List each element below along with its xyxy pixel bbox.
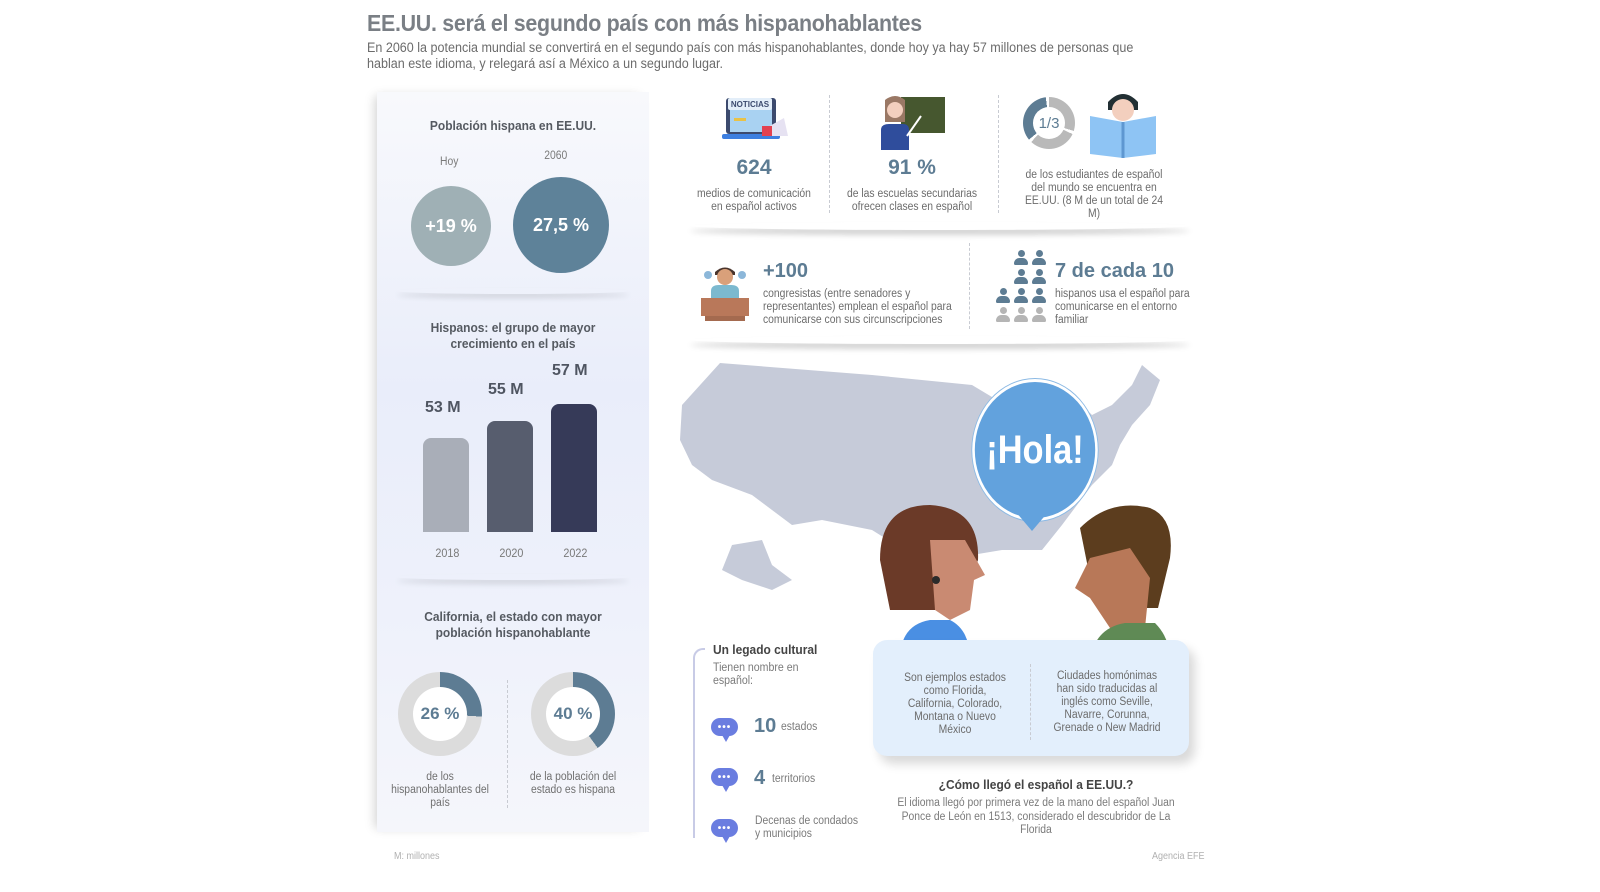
stat-caption: medios de comunicación en español activo… xyxy=(697,188,811,213)
legacy-label: Decenas de condados y municipios xyxy=(755,815,859,840)
fraction-label: 1/3 xyxy=(1033,107,1065,139)
section-shadow xyxy=(690,336,1190,344)
podium-speaker-icon xyxy=(699,263,751,321)
bar-2020 xyxy=(487,421,533,532)
divider xyxy=(397,288,629,294)
stat-caption: de las escuelas secundarias ofrecen clas… xyxy=(846,188,978,213)
woman-illustration-icon xyxy=(880,505,985,660)
future-circle: 27,5 % xyxy=(513,177,609,273)
bar-year: 2018 xyxy=(435,546,460,560)
stat-value: 91 % xyxy=(888,156,936,179)
growth-title: Hispanos: el grupo de mayor crecimiento … xyxy=(388,320,638,352)
donut-value: 40 % xyxy=(546,687,600,741)
news-laptop-icon: NOTICIAS xyxy=(722,96,788,139)
hola-speech-bubble: ¡Hola! xyxy=(974,382,1096,518)
donut-caption: de los hispanohablantes del país xyxy=(391,771,489,809)
legacy-subtitle: Tienen nombre en español: xyxy=(713,662,799,687)
svg-text:NOTICIAS: NOTICIAS xyxy=(731,100,770,109)
stat-caption: congresistas (entre senadores y represen… xyxy=(763,288,952,326)
stat-value: 7 de cada 10 xyxy=(1055,260,1174,282)
dashed-divider xyxy=(998,95,999,213)
student-reading-icon xyxy=(1090,88,1156,158)
stat-value: 624 xyxy=(736,156,772,179)
bar-year: 2020 xyxy=(499,546,524,560)
bar-2018 xyxy=(423,438,469,532)
bar-label: 57 M xyxy=(552,362,588,379)
states-examples-text: Son ejemplos estados como Florida, Calif… xyxy=(904,672,1006,736)
page-subtitle: En 2060 la potencia mundial se convertir… xyxy=(367,40,1134,71)
growth-title-line2: crecimiento en el país xyxy=(450,336,576,351)
one-third-donut-icon: 1/3 xyxy=(1023,97,1075,149)
stat-caption: de los estudiantes de español del mundo … xyxy=(1024,169,1164,220)
dashed-divider xyxy=(1030,664,1031,740)
population-title: Población hispana en EE.UU. xyxy=(429,118,597,133)
legacy-label: territorios xyxy=(772,773,816,785)
stat-value: +100 xyxy=(763,260,809,282)
bar-label: 53 M xyxy=(425,399,461,416)
origin-body: El idioma llegó por primera vez de la ma… xyxy=(897,797,1175,836)
dashed-divider xyxy=(969,243,970,329)
chat-bubble-icon: ••• xyxy=(711,819,738,843)
california-title-line2: población hispanohablante xyxy=(435,625,591,640)
growth-title-line1: Hispanos: el grupo de mayor xyxy=(430,320,596,335)
legacy-title: Un legado cultural xyxy=(713,642,818,657)
speech-tail xyxy=(1010,505,1054,531)
today-label: Hoy xyxy=(440,156,459,168)
people-grid-icon xyxy=(996,250,1048,323)
donut-caption: de la población del estado es hispana xyxy=(529,771,617,796)
donut-state: 40 % xyxy=(531,672,615,756)
section-shadow xyxy=(690,222,1190,230)
donut-value: 26 % xyxy=(413,687,467,741)
legacy-number: 4 xyxy=(754,767,766,789)
california-title: California, el estado con mayor població… xyxy=(388,609,638,641)
hola-text: ¡Hola! xyxy=(986,427,1084,472)
legacy-label: estados xyxy=(781,721,818,733)
donut-country: 26 % xyxy=(398,672,482,756)
left-panel: Población hispana en EE.UU. Hoy 2060 +19… xyxy=(377,92,649,832)
source-credit: Agencia EFE xyxy=(1152,851,1205,862)
bar-chart: 53 M 55 M 57 M 2018 2020 2022 xyxy=(377,362,649,562)
today-value: +19 % xyxy=(425,215,477,236)
today-circle: +19 % xyxy=(411,186,491,266)
legacy-bracket xyxy=(693,648,705,838)
bar-label: 55 M xyxy=(488,381,524,398)
future-label: 2060 xyxy=(544,150,568,162)
dashed-divider xyxy=(507,680,508,808)
divider xyxy=(397,574,629,580)
future-value: 27,5 % xyxy=(532,214,590,235)
legacy-number: 10 xyxy=(754,715,777,737)
chat-bubble-icon: ••• xyxy=(711,718,738,742)
footnote: M: millones xyxy=(394,851,440,862)
bar-year: 2022 xyxy=(563,546,588,560)
origin-title: ¿Cómo llegó el español a EE.UU.? xyxy=(938,777,1134,792)
chat-bubble-icon: ••• xyxy=(711,768,738,792)
dashed-divider xyxy=(829,95,830,213)
teacher-icon xyxy=(879,94,947,150)
examples-card: Son ejemplos estados como Florida, Calif… xyxy=(873,640,1189,756)
stat-caption: hispanos usa el español para comunicarse… xyxy=(1055,288,1190,326)
bar-2022 xyxy=(551,404,597,532)
page-title: EE.UU. será el segundo país con más hisp… xyxy=(367,10,922,36)
cities-examples-text: Ciudades homónimas han sido traducidas a… xyxy=(1053,670,1161,734)
california-title-line1: California, el estado con mayor xyxy=(424,609,602,624)
